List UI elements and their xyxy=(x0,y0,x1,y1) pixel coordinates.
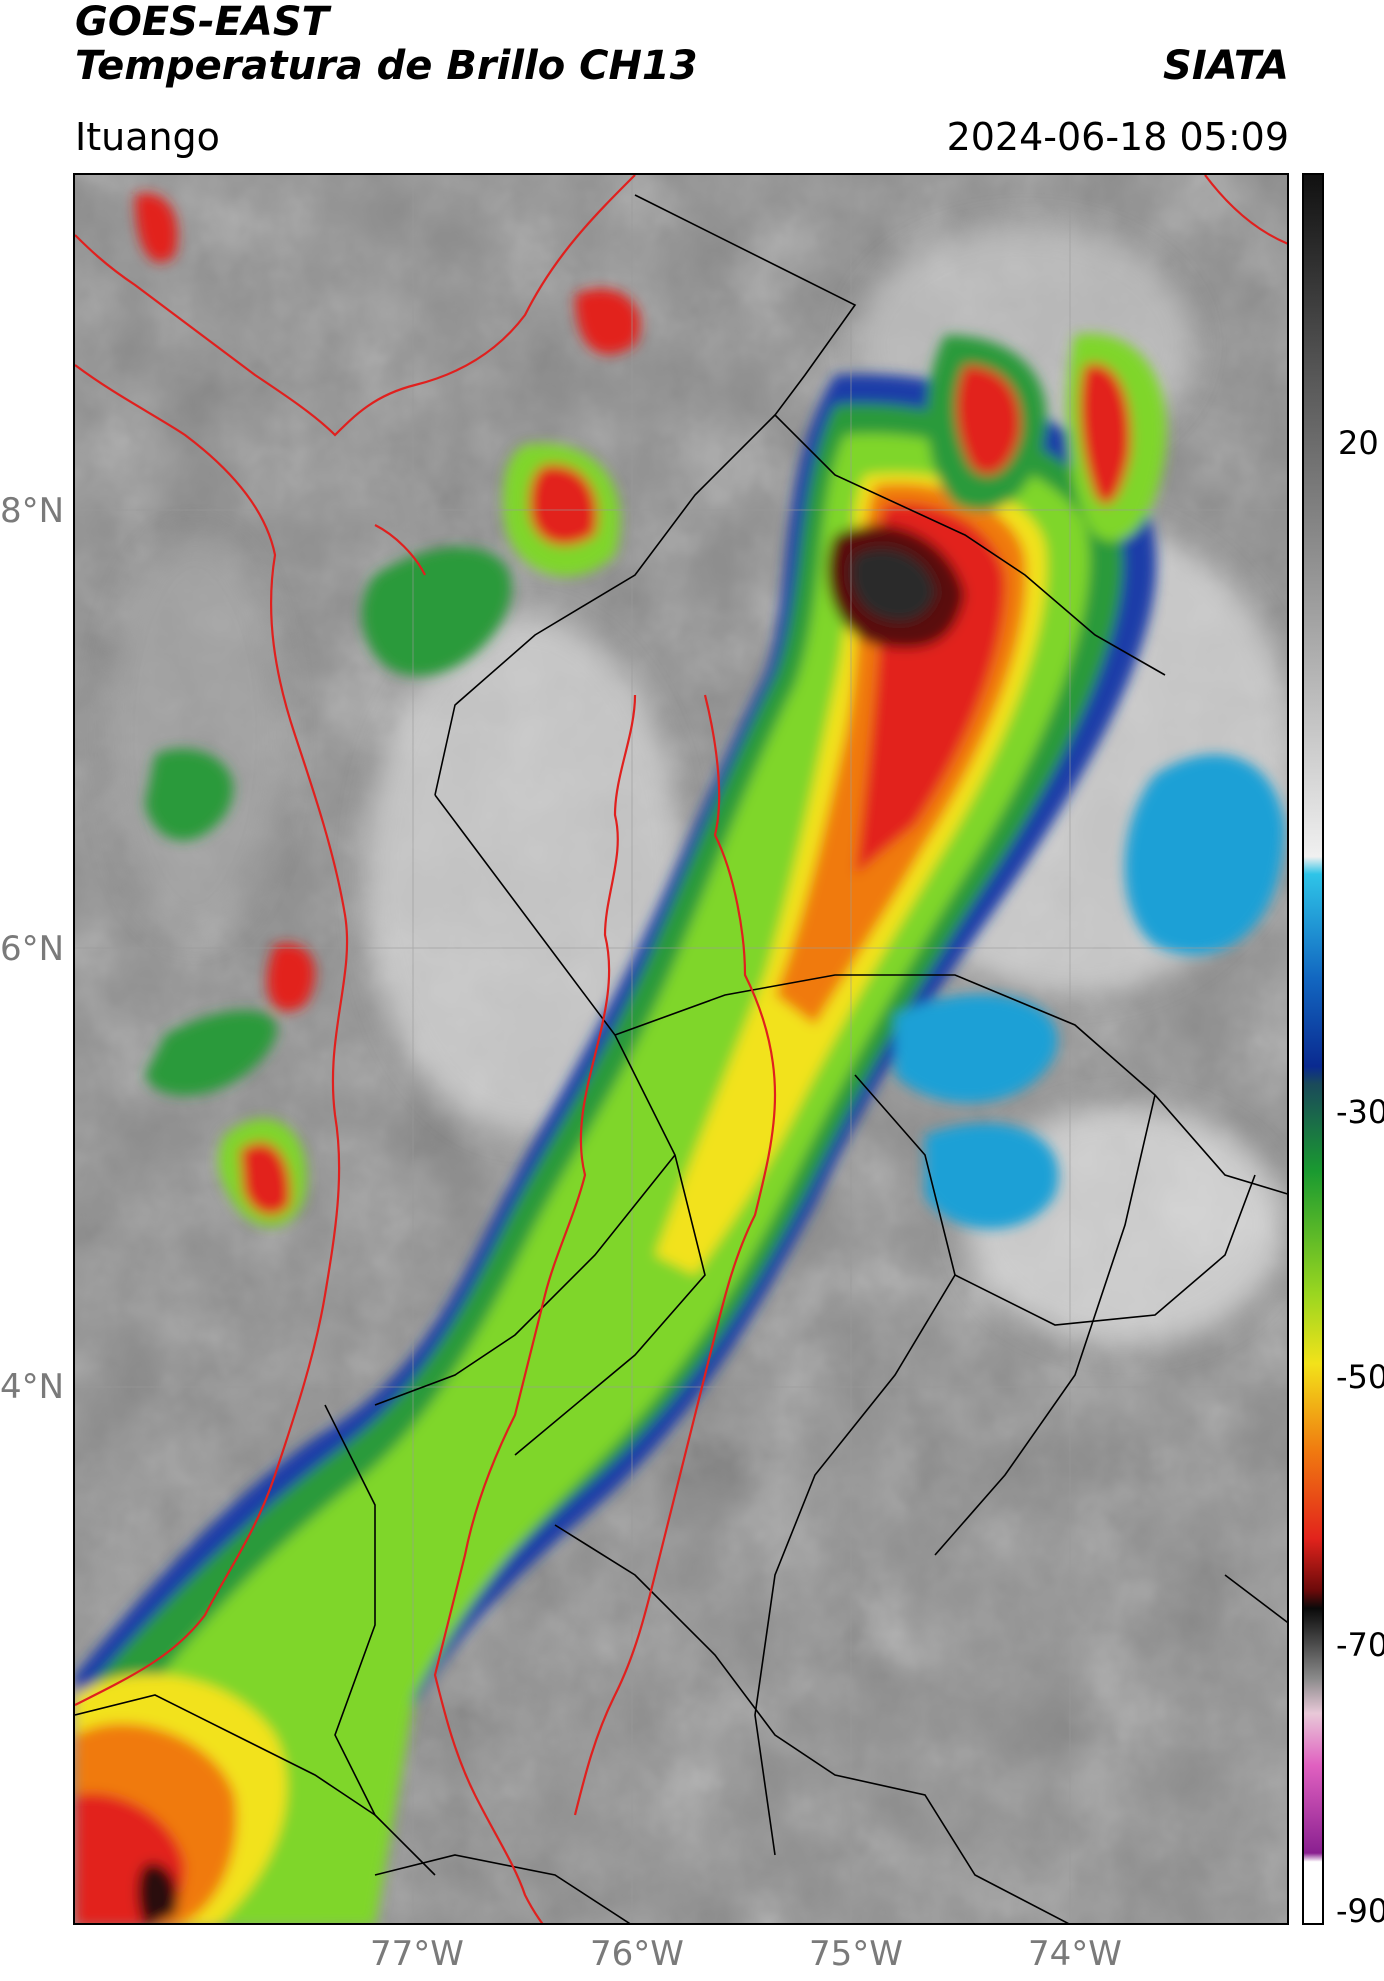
region-label: Ituango xyxy=(75,115,220,159)
product-title: Temperatura de Brillo CH13 xyxy=(75,43,698,89)
colorbar-svg xyxy=(1304,175,1322,1923)
satellite-map[interactable] xyxy=(73,173,1289,1925)
lon-tick: 74°W xyxy=(1028,1934,1122,1974)
country-borders xyxy=(75,175,1287,1923)
lat-tick: 6°N xyxy=(0,929,65,969)
admin-borders xyxy=(75,194,1287,1923)
satellite-title: GOES-EAST xyxy=(75,0,329,45)
colorbar-tick: -50 xyxy=(1336,1358,1384,1396)
colorbar-gradient xyxy=(1304,175,1322,1923)
lon-tick: 76°W xyxy=(590,1934,684,1974)
colorbar-tick: 20 xyxy=(1338,424,1379,462)
colorbar-tick: -90 xyxy=(1336,1892,1384,1930)
organization-label: SIATA xyxy=(1163,43,1289,89)
lat-tick: 8°N xyxy=(0,491,65,531)
colorbar-tick: -70 xyxy=(1336,1626,1384,1664)
lat-tick: 4°N xyxy=(0,1367,65,1407)
colorbar xyxy=(1302,173,1324,1925)
map-svg xyxy=(75,175,1287,1923)
datetime-label: 2024-06-18 05:09 xyxy=(946,115,1289,159)
lon-tick: 77°W xyxy=(370,1934,464,1974)
colorbar-tick: -30 xyxy=(1336,1093,1384,1131)
lon-tick: 75°W xyxy=(809,1934,903,1974)
